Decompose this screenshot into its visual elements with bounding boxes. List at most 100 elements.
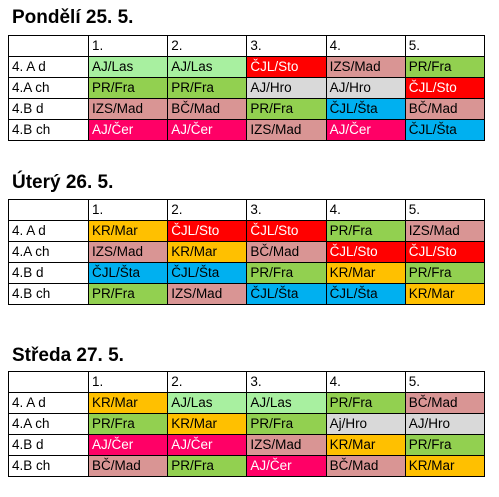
lesson-cell: IZS/Mad: [325, 56, 406, 78]
lesson-cell: KR/Mar: [325, 262, 406, 284]
lesson-cell: PR/Fra: [404, 56, 485, 78]
corner-cell: [8, 199, 89, 221]
class-label: 4.A ch: [8, 413, 89, 435]
lesson-cell: PR/Fra: [167, 455, 248, 477]
lesson-cell: KR/Mar: [167, 413, 248, 435]
lesson-cell: ČJL/Šta: [325, 283, 406, 305]
lesson-cell: IZS/Mad: [167, 283, 248, 305]
lesson-cell: IZS/Mad: [87, 98, 169, 120]
lesson-cell: KR/Mar: [404, 455, 485, 477]
lesson-cell: BČ/Mad: [246, 241, 327, 263]
lesson-cell: ČJL/Sto: [246, 56, 327, 78]
class-label: 4.B d: [8, 434, 89, 456]
class-row: 4.B d IZS/Mad BČ/Mad PR/Fra ČJL/Šta BČ/Mad: [8, 98, 485, 120]
class-label: 4.A ch: [8, 77, 89, 99]
class-row: 4. A d AJ/Las AJ/Las ČJL/Sto IZS/Mad PR/Fra: [8, 56, 485, 78]
lesson-cell: PR/Fra: [246, 413, 327, 435]
lesson-cell: BČ/Mad: [167, 98, 248, 120]
lesson-cell: ČJL/Sto: [404, 77, 485, 99]
class-row: 4.B ch AJ/Čer AJ/Čer IZS/Mad AJ/Čer ČJL/Šta: [8, 119, 485, 141]
period-header: 1.: [87, 35, 169, 57]
lesson-cell: AJ/Las: [87, 56, 169, 78]
lesson-cell: PR/Fra: [404, 262, 485, 284]
header-row: 1. 2. 3. 4. 5.: [8, 371, 485, 393]
lesson-cell: ČJL/Sto: [404, 241, 485, 263]
class-row: 4.A ch IZS/Mad KR/Mar BČ/Mad ČJL/Sto ČJL/Sto: [8, 241, 485, 263]
lesson-cell: AJ/Las: [167, 56, 248, 78]
lesson-cell: KR/Mar: [404, 283, 485, 305]
period-header: 3.: [246, 35, 327, 57]
period-header: 2.: [167, 35, 248, 57]
lesson-cell: IZS/Mad: [246, 434, 327, 456]
lesson-cell: AJ/Čer: [325, 119, 406, 141]
period-header: 3.: [246, 371, 327, 393]
lesson-cell: PR/Fra: [404, 434, 485, 456]
period-header: 2.: [167, 371, 248, 393]
period-header: 3.: [246, 199, 327, 221]
lesson-cell: KR/Mar: [87, 220, 169, 242]
header-row: 1. 2. 3. 4. 5.: [8, 199, 485, 221]
period-header: 1.: [87, 371, 169, 393]
lesson-cell: ČJL/Šta: [325, 98, 406, 120]
period-header: 2.: [167, 199, 248, 221]
lesson-cell: PR/Fra: [87, 77, 169, 99]
schedule-table-wednesday: 1. 2. 3. 4. 5. 4. A d KR/Mar AJ/Las AJ/Las PR/Fra…: [8, 371, 485, 477]
lesson-cell: PR/Fra: [246, 98, 327, 120]
class-label: 4.B d: [8, 98, 89, 120]
lesson-cell: PR/Fra: [87, 413, 169, 435]
period-header: 4.: [325, 35, 406, 57]
schedule-table-tuesday: 1. 2. 3. 4. 5. 4. A d KR/Mar ČJL/Sto ČJL/Sto PR/F…: [8, 199, 485, 305]
lesson-cell: AJ/Hro: [246, 77, 327, 99]
period-header: 1.: [87, 199, 169, 221]
lesson-cell: AJ/Čer: [167, 119, 248, 141]
class-row: 4. A d KR/Mar ČJL/Sto ČJL/Sto PR/Fra IZS/Mad: [8, 220, 485, 242]
lesson-cell: IZS/Mad: [246, 119, 327, 141]
lesson-cell: ČJL/Šta: [246, 283, 327, 305]
class-label: 4.A ch: [8, 241, 89, 263]
lesson-cell: Aj/Hro: [325, 413, 406, 435]
period-header: 5.: [404, 35, 485, 57]
class-label: 4.B ch: [8, 455, 89, 477]
lesson-cell: AJ/Hro: [404, 413, 485, 435]
period-header: 4.: [325, 199, 406, 221]
class-row: 4.A ch PR/Fra KR/Mar PR/Fra Aj/Hro AJ/Hro: [8, 413, 485, 435]
class-row: 4.B ch BČ/Mad PR/Fra AJ/Čer BČ/Mad KR/Mar: [8, 455, 485, 477]
period-header: 5.: [404, 371, 485, 393]
corner-cell: [8, 371, 89, 393]
lesson-cell: BČ/Mad: [404, 392, 485, 414]
lesson-cell: PR/Fra: [246, 262, 327, 284]
lesson-cell: BČ/Mad: [87, 455, 169, 477]
day-title-monday: Pondělí 25. 5.: [12, 7, 134, 28]
class-label: 4. A d: [8, 56, 89, 78]
class-label: 4.B ch: [8, 283, 89, 305]
lesson-cell: KR/Mar: [87, 392, 169, 414]
header-row: 1. 2. 3. 4. 5.: [8, 35, 485, 57]
class-row: 4.B ch PR/Fra IZS/Mad ČJL/Šta ČJL/Šta KR/Mar: [8, 283, 485, 305]
lesson-cell: AJ/Čer: [246, 455, 327, 477]
day-title-wednesday: Středa 27. 5.: [12, 345, 124, 366]
period-header: 5.: [404, 199, 485, 221]
lesson-cell: KR/Mar: [325, 434, 406, 456]
class-row: 4.B d AJ/Čer AJ/Čer IZS/Mad KR/Mar PR/Fra: [8, 434, 485, 456]
lesson-cell: ČJL/Sto: [325, 241, 406, 263]
lesson-cell: PR/Fra: [87, 283, 169, 305]
lesson-cell: PR/Fra: [325, 392, 406, 414]
class-row: 4.A ch PR/Fra PR/Fra AJ/Hro AJ/Hro ČJL/Sto: [8, 77, 485, 99]
lesson-cell: IZS/Mad: [87, 241, 169, 263]
lesson-cell: BČ/Mad: [325, 455, 406, 477]
class-label: 4.B d: [8, 262, 89, 284]
schedule-table-monday: 1. 2. 3. 4. 5. 4. A d AJ/Las AJ/Las ČJL/Sto IZS/M…: [8, 35, 485, 141]
class-label: 4. A d: [8, 220, 89, 242]
lesson-cell: KR/Mar: [167, 241, 248, 263]
lesson-cell: BČ/Mad: [404, 98, 485, 120]
lesson-cell: ČJL/Šta: [167, 262, 248, 284]
lesson-cell: AJ/Čer: [87, 119, 169, 141]
class-label: 4.B ch: [8, 119, 89, 141]
lesson-cell: PR/Fra: [325, 220, 406, 242]
lesson-cell: AJ/Čer: [87, 434, 169, 456]
lesson-cell: PR/Fra: [167, 77, 248, 99]
lesson-cell: AJ/Las: [246, 392, 327, 414]
lesson-cell: ČJL/Šta: [404, 119, 485, 141]
corner-cell: [8, 35, 89, 57]
lesson-cell: ČJL/Sto: [246, 220, 327, 242]
